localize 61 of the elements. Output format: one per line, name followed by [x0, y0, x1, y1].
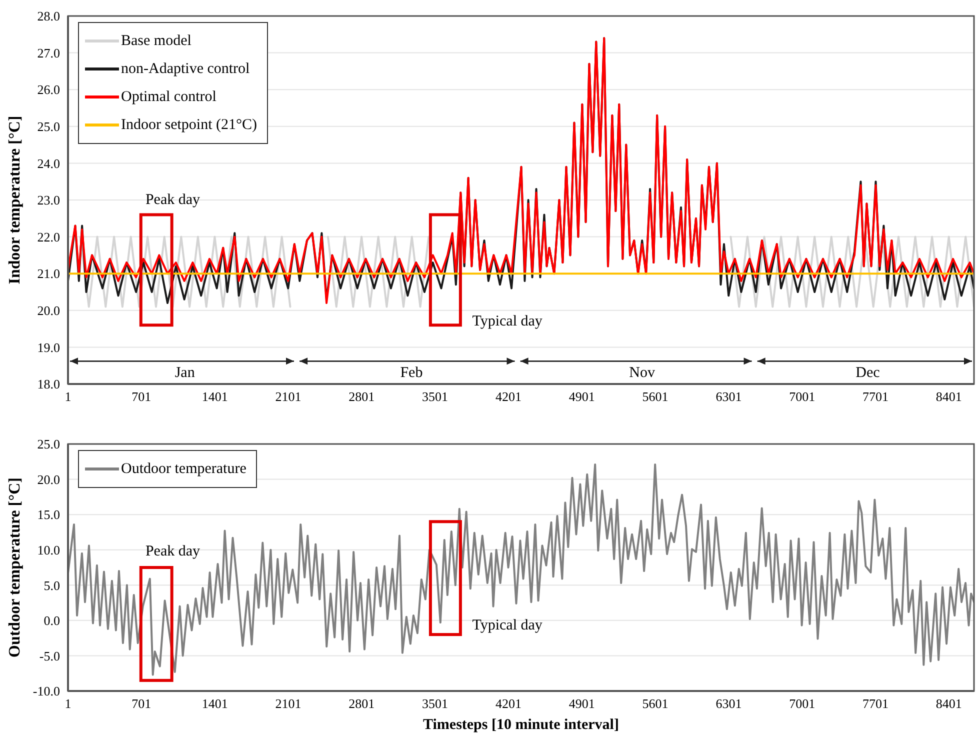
x-tick-label: 6301	[716, 696, 742, 712]
annotation: Jan	[174, 364, 196, 381]
y-tick-label: 28.0	[37, 8, 60, 24]
x-tick-label: 2101	[275, 389, 302, 404]
x-tick-label: 2101	[275, 696, 302, 712]
x-axis-title: Timesteps [10 minute interval]	[423, 717, 619, 733]
annotation: Peak day	[145, 192, 201, 208]
x-tick-label: 8401	[936, 389, 962, 404]
x-tick-label: 4901	[568, 696, 595, 712]
legend-label: Base model	[121, 32, 192, 50]
y-axis-title: Indoor temperature [°C]	[6, 116, 24, 284]
x-tick-label: 2801	[348, 389, 375, 404]
x-tick-label: 1401	[202, 696, 228, 712]
x-tick-label: 701	[132, 389, 152, 404]
annotation: Peak day	[145, 543, 201, 560]
y-tick-label: 22.0	[37, 229, 60, 244]
x-tick-label: 4901	[568, 389, 595, 404]
y-tick-label: 15.0	[37, 507, 60, 522]
legend-label: Indoor setpoint (21°C)	[121, 116, 257, 134]
x-tick-label: 7001	[789, 389, 816, 404]
y-tick-label: 18.0	[37, 376, 60, 392]
y-tick-label: 24.0	[37, 156, 60, 171]
y-tick-label: 26.0	[37, 82, 60, 98]
x-tick-label: 1401	[202, 389, 228, 404]
x-tick-label: 7001	[789, 696, 816, 712]
y-tick-label: -10.0	[32, 684, 60, 699]
y-tick-label: -5.0	[39, 648, 60, 664]
x-tick-label: 4201	[495, 696, 522, 712]
legend-label: Outdoor temperature	[121, 460, 246, 478]
y-tick-label: 10.0	[37, 542, 60, 558]
annotation: Typical day	[472, 313, 543, 330]
annotation: Nov	[629, 364, 656, 381]
y-tick-label: 27.0	[37, 45, 60, 60]
y-tick-label: 20.0	[37, 472, 60, 487]
y-tick-label: 20.0	[37, 303, 60, 318]
x-tick-label: 4201	[495, 389, 522, 404]
y-tick-label: 5.0	[44, 578, 60, 593]
annotation: Dec	[856, 364, 880, 381]
x-tick-label: 5601	[642, 389, 668, 404]
x-tick-label: 8401	[936, 696, 962, 712]
y-tick-label: 25.0	[37, 119, 60, 134]
x-tick-label: 5601	[642, 696, 668, 712]
x-tick-label: 701	[132, 696, 152, 712]
x-tick-label: 6301	[716, 389, 742, 404]
y-tick-label: 25.0	[37, 436, 60, 452]
annotation: Typical day	[472, 617, 543, 634]
x-tick-label: 3501	[422, 389, 448, 404]
x-tick-label: 1	[64, 696, 72, 712]
y-tick-label: 19.0	[37, 340, 60, 355]
x-tick-label: 7701	[862, 389, 889, 404]
y-tick-label: 0.0	[44, 613, 60, 628]
x-tick-label: 7701	[862, 696, 889, 712]
y-tick-label: 23.0	[37, 192, 60, 208]
x-tick-label: 3501	[422, 696, 448, 712]
x-tick-label: 2801	[348, 696, 375, 712]
y-axis-title: Outdoor temperature [°C]	[6, 478, 24, 658]
y-tick-label: 21.0	[37, 266, 60, 282]
legend-label: Optimal control	[121, 88, 216, 106]
annotation: Feb	[400, 364, 423, 381]
x-tick-label: 1	[64, 389, 72, 404]
legend-label: non-Adaptive control	[121, 60, 250, 78]
